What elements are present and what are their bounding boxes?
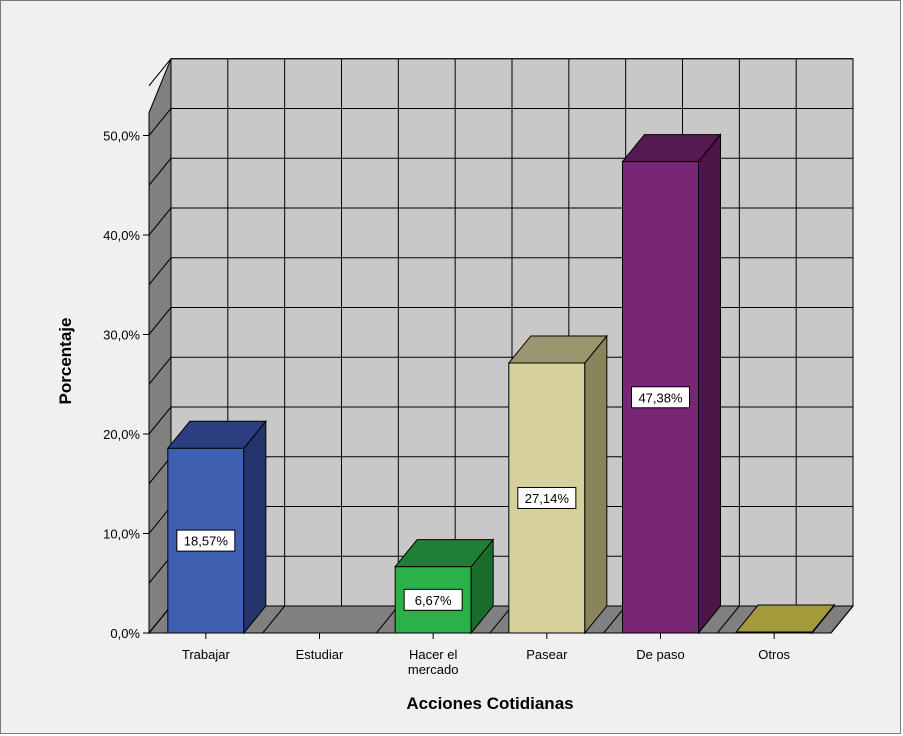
bar-side [698,133,721,635]
data-label: 47,38% [638,390,683,405]
data-label-box [403,588,463,611]
gridline-left-wall [148,356,172,385]
x-tick-label: Trabajar [182,647,231,662]
gridline-left-wall [148,307,172,335]
x-tick-label: Hacer el [409,647,458,662]
y-tick-label: 40,0% [103,228,140,243]
x-tick-label: De paso [636,647,684,662]
y-tick-label: 10,0% [103,527,140,542]
bar-top [394,539,495,568]
gridline-left-wall [148,58,172,87]
y-tick-label: 50,0% [103,129,140,144]
data-label-box [631,386,690,409]
gridline-left-wall [148,257,172,286]
data-label: 18,57% [184,534,229,549]
x-tick-label: Otros [758,647,790,662]
bar-top [507,335,608,364]
gridline-left-wall [148,157,172,186]
y-axis-title: Porcentaje [56,318,75,405]
data-label: 6,67% [415,593,452,608]
bar-top [166,420,267,449]
data-label-box [517,486,577,509]
bar-side [584,334,608,635]
floor-line [262,605,286,634]
gridline-left-wall [148,207,172,236]
bar-top [735,604,836,633]
floor-line [830,605,854,634]
y-tick-label: 20,0% [103,427,140,442]
bar-top [621,134,722,163]
data-label: 27,14% [525,491,570,506]
x-tick-label: mercado [408,662,459,677]
bar-side [243,419,267,635]
x-tick-label: Estudiar [296,647,344,662]
floor-line [489,605,513,634]
gridline-left-wall [148,406,172,435]
x-tick-label: Pasear [526,647,568,662]
x-axis-title: Acciones Cotidianas [406,694,573,713]
y-tick-label: 0,0% [110,626,140,641]
data-label-box [176,529,236,552]
y-tick-label: 30,0% [103,328,140,343]
gridline-left-wall [148,108,172,136]
floor-line [716,605,740,634]
